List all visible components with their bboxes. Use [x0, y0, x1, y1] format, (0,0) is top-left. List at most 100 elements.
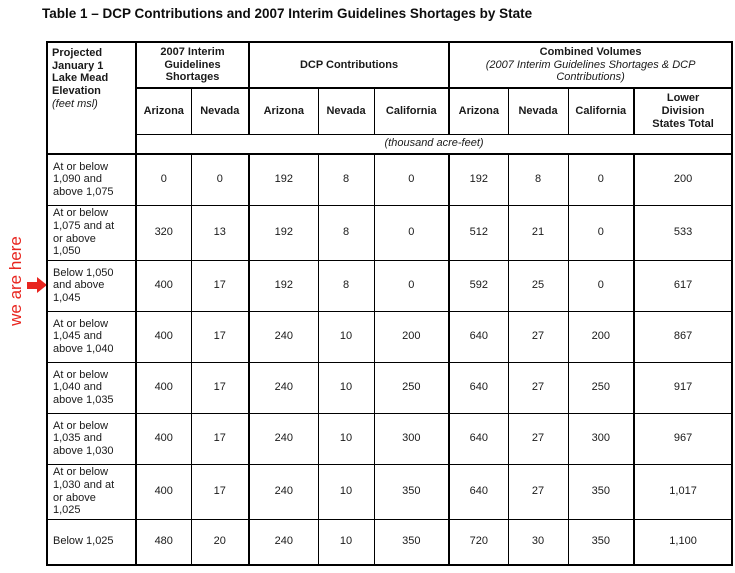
- value-cell: 0: [567, 204, 636, 261]
- red-arrow-icon: [27, 277, 47, 293]
- value-cell: 21: [507, 204, 569, 261]
- corner-header-title: Projected January 1 Lake Mead Elevation: [52, 47, 109, 97]
- value-cell: 512: [448, 204, 509, 261]
- state-column-header: Nevada: [317, 87, 375, 135]
- group-header-combined-volumes: Combined Volumes (2007 Interim Guideline…: [448, 41, 733, 89]
- value-cell: 192: [248, 204, 319, 261]
- value-cell: 240: [248, 310, 319, 363]
- value-cell: 27: [507, 463, 569, 520]
- value-cell: 250: [567, 361, 636, 414]
- value-cell: 640: [448, 412, 509, 465]
- group-title: Combined Volumes: [539, 46, 642, 59]
- value-cell: 8: [317, 204, 375, 261]
- red-arrow-head: [37, 277, 47, 293]
- elevation-cell: At or below 1,075 and at or above 1,050: [46, 204, 137, 261]
- elevation-cell: At or below 1,090 and above 1,075: [46, 153, 137, 206]
- value-cell: 8: [317, 259, 375, 312]
- value-cell: 200: [633, 153, 733, 206]
- value-cell: 480: [135, 518, 192, 566]
- value-cell: 300: [567, 412, 636, 465]
- state-column-header: Arizona: [135, 87, 192, 135]
- elevation-cell: At or below 1,040 and above 1,035: [46, 361, 137, 414]
- value-cell: 400: [135, 259, 192, 312]
- value-cell: 27: [507, 412, 569, 465]
- elevation-cell: At or below 1,045 and above 1,040: [46, 310, 137, 363]
- value-cell: 192: [248, 153, 319, 206]
- value-cell: 10: [317, 463, 375, 520]
- value-cell: 240: [248, 463, 319, 520]
- value-cell: 592: [448, 259, 509, 312]
- value-cell: 10: [317, 361, 375, 414]
- value-cell: 400: [135, 310, 192, 363]
- value-cell: 350: [567, 518, 636, 566]
- value-cell: 617: [633, 259, 733, 312]
- value-cell: 240: [248, 412, 319, 465]
- value-cell: 27: [507, 361, 569, 414]
- value-cell: 1,017: [633, 463, 733, 520]
- value-cell: 350: [373, 463, 451, 520]
- corner-header-cell: Projected January 1 Lake Mead Elevation …: [46, 41, 137, 155]
- value-cell: 640: [448, 310, 509, 363]
- value-cell: 0: [567, 153, 636, 206]
- group-header-2007-shortages: 2007 Interim Guidelines Shortages: [135, 41, 251, 89]
- state-column-header: Nevada: [507, 87, 569, 135]
- state-column-header: Lower Division States Total: [633, 87, 733, 135]
- value-cell: 1,100: [633, 518, 733, 566]
- value-cell: 400: [135, 361, 192, 414]
- elevation-cell: Below 1,025: [46, 518, 137, 566]
- value-cell: 0: [190, 153, 251, 206]
- value-cell: 967: [633, 412, 733, 465]
- value-cell: 350: [567, 463, 636, 520]
- value-cell: 640: [448, 361, 509, 414]
- units-note: (thousand acre-feet): [135, 133, 733, 155]
- elevation-cell: Below 1,050 and above 1,045: [46, 259, 137, 312]
- value-cell: 10: [317, 412, 375, 465]
- value-cell: 350: [373, 518, 451, 566]
- elevation-cell: At or below 1,035 and above 1,030: [46, 412, 137, 465]
- group-title: DCP Contributions: [299, 58, 399, 71]
- red-arrow-shaft: [27, 281, 38, 289]
- table-row-current: Below 1,050 and above 1,045 400 17 192 8 0 592…: [46, 259, 733, 312]
- state-column-header: Nevada: [190, 87, 251, 135]
- value-cell: 200: [373, 310, 451, 363]
- value-cell: 0: [567, 259, 636, 312]
- value-cell: 8: [317, 153, 375, 206]
- state-header-row: Arizona Nevada Arizona Nevada California Ariz…: [47, 87, 733, 135]
- value-cell: 0: [373, 259, 451, 312]
- group-header-row: Projected January 1 Lake Mead Elevation …: [46, 41, 733, 155]
- table-body: At or below 1,090 and above 1,075 0 0 192 8 0…: [46, 153, 733, 566]
- value-cell: 240: [248, 518, 319, 566]
- shortages-table: Projected January 1 Lake Mead Elevation …: [46, 41, 734, 566]
- table-row: Below 1,025 480 20 240 10 350 720 30 350 1,100: [46, 518, 733, 566]
- elevation-cell: At or below 1,030 and at or above 1,025: [46, 463, 137, 520]
- value-cell: 640: [448, 463, 509, 520]
- table-row: At or below 1,045 and above 1,040 400 17 24…: [46, 310, 733, 363]
- group-header-dcp-contributions: DCP Contributions: [248, 41, 451, 89]
- table-row: At or below 1,035 and above 1,030 400 17 24…: [46, 412, 733, 465]
- value-cell: 200: [567, 310, 636, 363]
- corner-header-unit: (feet msl): [52, 97, 98, 110]
- value-cell: 192: [248, 259, 319, 312]
- value-cell: 10: [317, 310, 375, 363]
- value-cell: 720: [448, 518, 509, 566]
- value-cell: 0: [135, 153, 192, 206]
- value-cell: 400: [135, 412, 192, 465]
- value-cell: 240: [248, 361, 319, 414]
- value-cell: 533: [633, 204, 733, 261]
- value-cell: 10: [317, 518, 375, 566]
- value-cell: 30: [507, 518, 569, 566]
- value-cell: 400: [135, 463, 192, 520]
- units-row: (thousand acre-feet): [47, 133, 733, 155]
- group-title: 2007 Interim Guidelines Shortages: [160, 46, 225, 84]
- value-cell: 17: [190, 412, 251, 465]
- value-cell: 192: [448, 153, 509, 206]
- value-cell: 867: [633, 310, 733, 363]
- value-cell: 25: [507, 259, 569, 312]
- value-cell: 27: [507, 310, 569, 363]
- value-cell: 300: [373, 412, 451, 465]
- we-are-here-label: we are here: [6, 236, 25, 326]
- table-row: At or below 1,090 and above 1,075 0 0 192 8 0…: [46, 153, 733, 206]
- value-cell: 0: [373, 204, 451, 261]
- value-cell: 250: [373, 361, 451, 414]
